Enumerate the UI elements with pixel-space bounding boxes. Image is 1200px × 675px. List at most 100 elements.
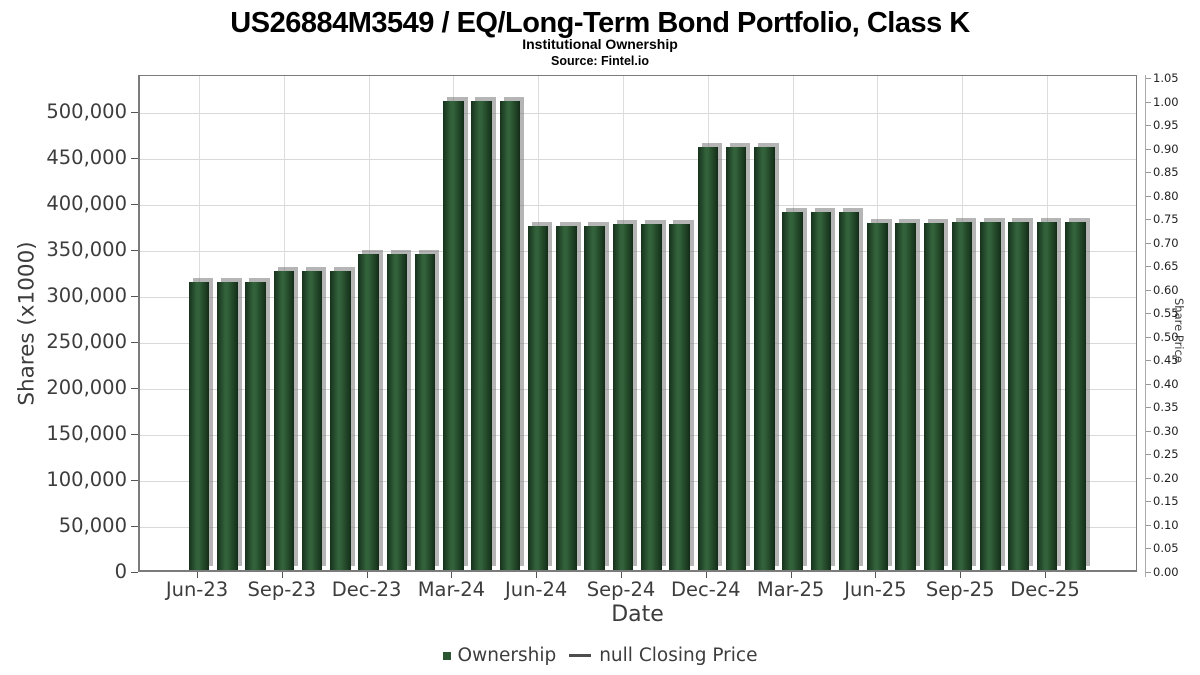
ownership-bar (443, 100, 464, 570)
share-price-tick-mark (1146, 125, 1151, 127)
x-axis-title: Date (611, 602, 664, 627)
x-axis-tick-mark (1045, 572, 1046, 578)
x-axis-tick-mark (705, 572, 707, 578)
share-price-tick-mark (1146, 313, 1151, 315)
share-price-tick-label: 0.05 (1153, 541, 1179, 556)
ownership-bar (697, 146, 719, 570)
share-price-tick-mark (1146, 430, 1151, 432)
y-axis-tick-label: 0 (114, 560, 127, 583)
share-price-tick-mark (1146, 289, 1151, 291)
y-axis-tick-label: 500,000 (46, 99, 127, 123)
ownership-bar (810, 211, 832, 570)
ownership-bar (471, 100, 492, 570)
ownership-bar (1008, 222, 1029, 570)
y-axis-tick-label: 250,000 (46, 329, 127, 353)
ownership-bar (527, 225, 549, 570)
share-price-tick-label: 0.60 (1153, 282, 1179, 297)
gridline-horizontal (140, 112, 1136, 114)
share-price-tick-mark (1146, 266, 1151, 268)
share-price-tick-label: 0.25 (1153, 447, 1179, 462)
ownership-bar (556, 225, 577, 570)
legend-ownership-label[interactable]: Ownership (457, 645, 557, 666)
share-price-tick-label: 0.70 (1153, 235, 1179, 250)
ownership-bar (386, 254, 408, 570)
gridline-horizontal (140, 250, 1136, 252)
y-axis-tick-label: 50,000 (58, 513, 127, 537)
plot-area (138, 75, 1137, 572)
gridline-horizontal (140, 296, 1136, 298)
share-price-tick-mark (1146, 454, 1151, 456)
x-axis-tick-mark (790, 572, 792, 578)
ownership-bar (499, 100, 521, 570)
share-price-tick-mark (1146, 360, 1151, 362)
share-price-tick-mark (1146, 101, 1151, 103)
gridline-horizontal (140, 342, 1136, 344)
share-price-tick-mark (1146, 383, 1151, 385)
share-price-tick-mark (1146, 572, 1151, 573)
share-price-tick-mark (1146, 172, 1151, 174)
chart-source: Source: Fintel.io (551, 54, 649, 68)
x-axis-tick-mark (451, 572, 453, 578)
share-price-tick-label: 1.05 (1153, 71, 1179, 85)
share-price-tick-label: 0.85 (1153, 165, 1179, 180)
share-price-tick-label: 0.75 (1153, 212, 1179, 227)
legend: Ownership null Closing Price (0, 645, 1200, 666)
ownership-bar (754, 146, 775, 570)
ownership-bar (641, 223, 662, 570)
x-axis-tick-mark (875, 572, 877, 578)
ownership-bar (330, 270, 351, 570)
y-axis-tick-mark (131, 111, 138, 113)
share-price-tick-mark (1146, 148, 1151, 150)
ownership-bar (725, 146, 747, 570)
ownership-bar (273, 270, 295, 570)
x-axis-tick-mark (197, 572, 198, 578)
x-axis-tick-mark (281, 572, 283, 578)
ownership-bar (669, 223, 690, 570)
chart-title: US26884M3549 / EQ/Long-Term Bond Portfol… (230, 7, 970, 39)
share-price-tick-mark (1146, 195, 1151, 197)
share-price-tick-mark (1146, 501, 1151, 503)
gridline-horizontal (140, 388, 1136, 390)
y-axis-tick-mark (131, 572, 138, 573)
x-axis-tick-label: Sep-23 (247, 578, 317, 601)
share-price-tick-mark (1146, 219, 1151, 221)
ownership-bar (867, 223, 888, 570)
x-axis-tick-label: Mar-24 (417, 578, 486, 601)
y-axis-tick-mark (131, 479, 138, 481)
x-axis-tick-label: Dec-23 (331, 578, 402, 601)
share-price-tick-mark (1146, 242, 1151, 244)
ownership-bar (1065, 222, 1086, 570)
y-axis-tick-label: 400,000 (46, 191, 127, 215)
legend-price-label[interactable]: null Closing Price (599, 645, 758, 666)
ownership-bar (358, 254, 379, 570)
gridline-horizontal (140, 480, 1136, 482)
share-price-tick-label: 0.40 (1153, 376, 1179, 391)
share-price-tick-mark (1146, 407, 1151, 409)
ownership-bar (895, 223, 916, 570)
x-axis-tick-label: Sep-25 (925, 578, 995, 601)
y-axis-tick-mark (131, 341, 138, 343)
y-axis-tick-mark (131, 387, 138, 389)
ownership-bar (1036, 222, 1058, 570)
chart-subtitle: Institutional Ownership (522, 36, 678, 52)
ownership-bar (951, 222, 973, 570)
x-axis-tick-label: Jun-25 (844, 578, 907, 601)
x-axis-tick-label: Jun-23 (165, 578, 229, 601)
y-axis-tick-label: 300,000 (46, 283, 127, 307)
share-price-tick-label: 0.00 (1153, 565, 1179, 579)
ownership-bar (923, 223, 945, 570)
ownership-bar (980, 222, 1001, 570)
share-price-tick-mark (1146, 78, 1151, 79)
x-axis-tick-label: Dec-24 (671, 578, 741, 601)
y-axis-tick-label: 450,000 (46, 145, 127, 169)
ownership-bar (414, 254, 436, 570)
x-axis-tick-label: Sep-24 (586, 578, 656, 601)
share-price-tick-mark (1146, 477, 1151, 479)
y-axis-tick-label: 150,000 (46, 421, 127, 445)
y-axis-tick-mark (131, 525, 138, 527)
share-price-tick-label: 0.15 (1153, 494, 1179, 509)
y-axis-title-right: Share Price (1172, 297, 1186, 363)
share-price-tick-label: 0.80 (1153, 188, 1179, 203)
ownership-bar (838, 211, 860, 570)
